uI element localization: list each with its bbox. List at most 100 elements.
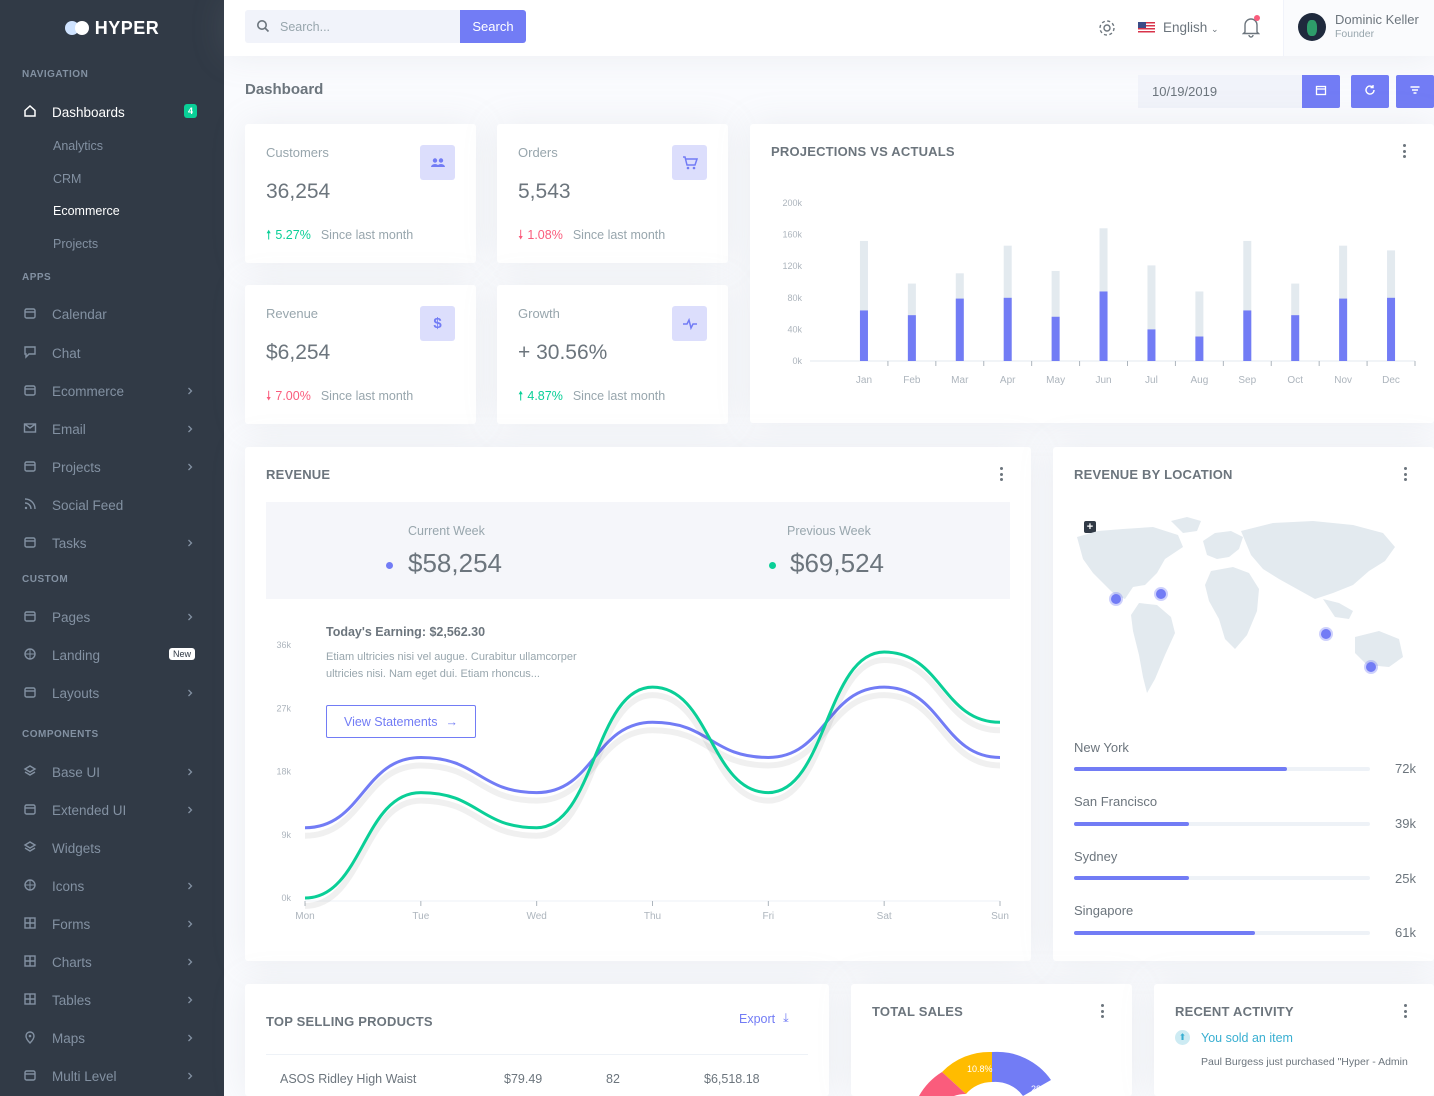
change-value: 7.00% — [275, 389, 311, 403]
sidebar-item-ecommerce[interactable]: Ecommerce — [0, 378, 224, 404]
view-statements-button[interactable]: View Statements → — [326, 705, 476, 738]
y-tick-label: 80k — [787, 293, 802, 303]
sidebar-item-icons[interactable]: Icons — [0, 873, 224, 899]
sidebar: HYPER NAVIGATION Dashboards 4 Analytics … — [0, 0, 224, 1096]
stat-label: Growth — [518, 306, 560, 321]
sidebar-sub-projects[interactable]: Projects — [53, 237, 99, 251]
language-select[interactable]: English ⌄ — [1163, 20, 1219, 35]
chevron-right-icon — [185, 1031, 195, 1042]
stat-label: Orders — [518, 145, 558, 160]
current-week-label: Current Week — [408, 524, 485, 538]
sidebar-item-dashboards[interactable]: Dashboards 4 — [0, 99, 224, 125]
sidebar-item-multi-level[interactable]: Multi Level — [0, 1063, 224, 1089]
sidebar-item-landing[interactable]: Landing New — [0, 642, 224, 668]
sidebar-item-tasks[interactable]: Tasks — [0, 530, 224, 556]
new-badge: New — [169, 648, 196, 660]
more-icon[interactable] — [1403, 467, 1407, 481]
filter-button[interactable] — [1396, 75, 1434, 108]
sidebar-item-tables[interactable]: Tables — [0, 987, 224, 1013]
sidebar-item-projects[interactable]: Projects — [0, 454, 224, 480]
sidebar-item-layouts[interactable]: Layouts — [0, 680, 224, 706]
refresh-button[interactable] — [1351, 75, 1389, 108]
sidebar-item-base-ui[interactable]: Base UI — [0, 759, 224, 785]
location-progress — [1074, 767, 1370, 771]
activity-title[interactable]: You sold an item — [1201, 1031, 1293, 1045]
sidebar-item-extended-ui[interactable]: Extended UI — [0, 797, 224, 823]
bar-actual — [1339, 298, 1348, 361]
forms-icon — [23, 916, 37, 930]
sidebar-sub-crm[interactable]: CRM — [53, 172, 82, 186]
activity-text: Paul Burgess just purchased "Hyper - Adm… — [1201, 1056, 1408, 1068]
current-week-dot — [386, 562, 393, 569]
sidebar-item-pages[interactable]: Pages — [0, 604, 224, 630]
series-shadow — [304, 657, 1001, 909]
sidebar-item-maps[interactable]: Maps — [0, 1025, 224, 1051]
search-input[interactable]: Search... — [280, 20, 331, 34]
copy-icon — [23, 609, 37, 623]
sidebar-item-email[interactable]: Email — [0, 416, 224, 442]
sidebar-item-label: Charts — [52, 954, 92, 970]
users-icon — [420, 145, 455, 180]
previous-week-value: $69,524 — [790, 548, 884, 578]
sidebar-sub-ecommerce[interactable]: Ecommerce — [53, 204, 120, 218]
y-tick-label: 27k — [276, 703, 291, 713]
sidebar-item-widgets[interactable]: Widgets — [0, 835, 224, 861]
more-icon[interactable] — [1402, 144, 1406, 158]
location-progress-fill — [1074, 767, 1288, 771]
sidebar-item-label: Tables — [52, 992, 92, 1008]
rss-icon — [23, 497, 37, 511]
pulse-icon — [672, 306, 707, 341]
x-tick-label: Wed — [526, 911, 546, 922]
x-tick-label: Apr — [1000, 375, 1016, 386]
projections-chart: 0k 40k 80k 120k 160k 200k Jan Feb Mar Apr May Jun Ju… — [782, 198, 1416, 386]
sidebar-item-charts[interactable]: Charts — [0, 949, 224, 975]
gear-icon[interactable] — [1097, 18, 1117, 41]
sales-donut: 10.8% 28.0% — [919, 1051, 1057, 1096]
export-button[interactable]: Export ⤓ — [739, 1011, 789, 1026]
sidebar-item-label: Calendar — [52, 306, 107, 322]
stat-label: Customers — [266, 145, 329, 160]
sidebar-item-forms[interactable]: Forms — [0, 911, 224, 937]
more-icon[interactable] — [1403, 1004, 1407, 1018]
search-box[interactable]: Search... — [245, 10, 460, 43]
cart-icon — [672, 145, 707, 180]
x-tick-label: Sat — [877, 911, 892, 922]
donut-slice — [942, 1051, 992, 1094]
marker-sydney — [1364, 660, 1378, 674]
more-icon[interactable] — [999, 467, 1003, 481]
search-button[interactable]: Search — [460, 10, 526, 43]
app-logo[interactable]: HYPER — [0, 0, 224, 56]
section-apps: APPS — [22, 272, 52, 283]
location-name: New York — [1074, 740, 1129, 755]
y-tick-label: 0k — [792, 356, 802, 366]
week-summary: Current Week $58,254 Previous Week $69,5… — [266, 502, 1010, 599]
sidebar-item-social-feed[interactable]: Social Feed — [0, 492, 224, 518]
calendar-button[interactable] — [1302, 75, 1340, 108]
bell-icon[interactable] — [1241, 16, 1261, 41]
user-menu[interactable]: Dominic Keller Founder — [1283, 0, 1434, 56]
series-line — [304, 685, 1001, 830]
sidebar-item-calendar[interactable]: Calendar — [0, 301, 224, 327]
stat-card-growth: Growth + 30.56% 🠕 4.87% Since last month — [497, 285, 728, 424]
button-label: View Statements — [343, 714, 438, 729]
bar-projection — [859, 240, 868, 361]
bar-projection — [1243, 240, 1252, 361]
stat-value: 36,254 — [266, 180, 331, 203]
x-tick-label: Dec — [1382, 375, 1400, 386]
date-input[interactable]: 10/19/2019 — [1138, 75, 1302, 108]
zoom-in-button[interactable]: + — [1084, 521, 1096, 533]
table-divider — [266, 1054, 808, 1055]
calendar-icon — [23, 306, 37, 320]
sidebar-sub-analytics[interactable]: Analytics — [53, 139, 104, 153]
y-tick-label: 18k — [276, 767, 291, 777]
marker-singapore — [1319, 627, 1333, 641]
sidebar-item-label: Multi Level — [52, 1068, 117, 1084]
location-progress — [1074, 876, 1370, 880]
x-tick-label: Nov — [1334, 375, 1352, 386]
x-tick-label: May — [1046, 375, 1065, 386]
location-value: 25k — [1395, 871, 1416, 886]
more-icon[interactable] — [1100, 1004, 1104, 1018]
section-navigation: NAVIGATION — [22, 69, 89, 80]
chevron-right-icon — [185, 993, 195, 1004]
sidebar-item-chat[interactable]: Chat — [0, 340, 224, 366]
